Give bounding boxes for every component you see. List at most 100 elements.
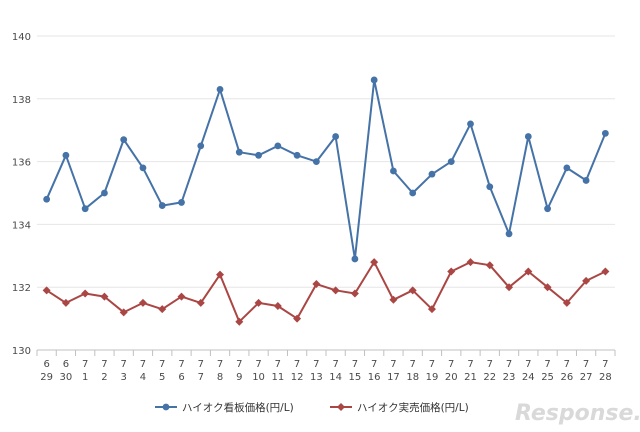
data-point	[505, 230, 513, 238]
x-tick-day: 23	[503, 372, 516, 383]
x-tick-day: 12	[291, 372, 304, 383]
data-point	[390, 167, 397, 175]
data-point	[255, 151, 262, 159]
x-tick-month: 7	[564, 359, 570, 370]
x-tick-month: 7	[198, 359, 204, 370]
x-tick-day: 22	[483, 372, 496, 383]
x-tick-day: 15	[349, 372, 362, 383]
x-tick-day: 27	[580, 372, 593, 383]
x-tick-day: 2	[101, 372, 107, 383]
x-tick-day: 24	[522, 372, 535, 383]
data-point	[216, 270, 225, 279]
x-tick-day: 19	[426, 372, 439, 383]
legend-label: ハイオク実売価格(円/L)	[357, 401, 469, 414]
series-group	[42, 76, 610, 326]
x-tick-month: 7	[487, 359, 493, 370]
data-point	[524, 133, 532, 140]
data-point	[61, 298, 70, 307]
data-point	[197, 142, 205, 150]
x-tick-month: 7	[275, 359, 281, 370]
x-tick-month: 7	[429, 359, 435, 370]
data-point	[216, 85, 224, 93]
x-tick-month: 7	[390, 359, 396, 370]
y-axis-ticks: 130 132 134 136 138 140	[12, 32, 31, 357]
legend: ハイオク看板価格(円/L) ハイオク実売価格(円/L)	[155, 401, 469, 414]
x-tick-month: 7	[332, 359, 338, 370]
data-point	[158, 305, 167, 314]
data-point	[119, 308, 128, 317]
x-tick-day: 18	[406, 372, 419, 383]
x-tick-month: 7	[544, 359, 550, 370]
data-point	[389, 295, 398, 304]
data-point	[447, 158, 455, 166]
data-point	[273, 302, 282, 311]
data-point	[177, 292, 186, 301]
x-tick-month: 7	[140, 359, 146, 370]
data-point	[486, 183, 494, 191]
data-point	[582, 276, 591, 285]
data-point	[370, 76, 378, 84]
y-tick-label: 132	[12, 283, 31, 294]
x-tick-month: 7	[506, 359, 512, 370]
data-point	[409, 189, 417, 197]
x-tick-month: 7	[467, 359, 473, 370]
data-point	[235, 148, 243, 156]
data-point	[427, 305, 436, 314]
x-tick-month: 6	[63, 359, 69, 370]
data-point	[178, 199, 185, 206]
data-point	[81, 289, 90, 298]
data-point	[332, 133, 340, 140]
x-tick-day: 1	[82, 372, 88, 383]
x-tick-month: 7	[602, 359, 608, 370]
data-point	[62, 151, 70, 159]
x-tick-month: 7	[82, 359, 88, 370]
data-point	[139, 164, 147, 172]
data-point	[293, 151, 301, 159]
data-point	[562, 298, 571, 307]
data-point	[293, 314, 302, 323]
x-tick-month: 7	[236, 359, 242, 370]
x-tick-month: 7	[352, 359, 358, 370]
x-tick-day: 7	[198, 372, 204, 383]
x-tick-month: 7	[313, 359, 319, 370]
gridlines	[37, 35, 615, 351]
data-point	[120, 136, 128, 144]
x-tick-month: 7	[217, 359, 223, 370]
x-tick-month: 7	[159, 359, 165, 370]
x-tick-day: 16	[368, 372, 381, 383]
data-point	[42, 286, 51, 295]
y-tick-label: 136	[12, 158, 31, 169]
x-tick-day: 6	[178, 372, 184, 383]
series-1-line	[45, 79, 607, 260]
x-tick-day: 8	[217, 372, 223, 383]
y-tick-label: 134	[12, 220, 31, 231]
x-tick-day: 21	[464, 372, 477, 383]
legend-marker	[162, 403, 170, 411]
data-point	[351, 255, 359, 263]
data-point	[312, 158, 320, 166]
x-tick-month: 7	[255, 359, 261, 370]
data-point	[408, 286, 417, 295]
data-point	[582, 177, 590, 184]
x-tick-month: 7	[583, 359, 589, 370]
x-tick-month: 7	[101, 359, 107, 370]
data-point	[254, 298, 263, 307]
data-point	[466, 258, 475, 267]
data-point	[100, 292, 109, 301]
data-point	[544, 205, 551, 213]
data-point	[312, 280, 321, 289]
x-tick-month: 7	[371, 359, 377, 370]
response-watermark: Response.	[515, 401, 640, 426]
x-tick-month: 7	[410, 359, 416, 370]
x-tick-day: 26	[560, 372, 573, 383]
data-point	[601, 129, 609, 137]
data-point	[428, 170, 436, 178]
data-point	[601, 267, 610, 276]
data-point	[81, 205, 89, 213]
x-tick-month: 7	[178, 359, 184, 370]
data-point	[524, 267, 533, 276]
data-point	[543, 283, 552, 292]
x-tick-month: 7	[121, 359, 127, 370]
data-point	[274, 142, 282, 150]
